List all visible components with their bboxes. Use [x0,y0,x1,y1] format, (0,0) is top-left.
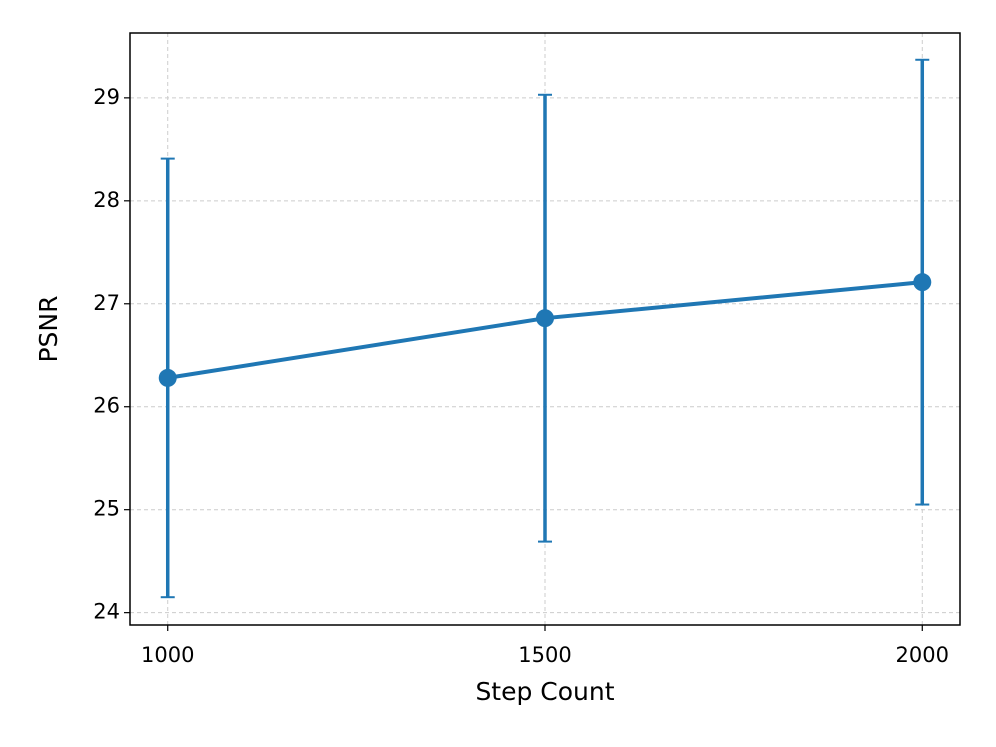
x-tick-label: 2000 [896,643,949,667]
plot-frame [129,32,961,626]
point [913,273,932,292]
point [536,309,554,328]
y-tick-label: 24 [93,600,120,624]
y-tick-label: 29 [93,85,120,109]
y-tick-label: 25 [93,497,120,521]
x-axis-label: Step Count [475,677,614,706]
y-tick-label: 26 [93,394,120,418]
point [158,368,177,387]
y-tick-label: 27 [93,291,120,315]
y-axis-label: PSNR [34,295,63,362]
x-tick-label: 1500 [518,643,571,667]
x-tick-label: 1000 [141,643,194,667]
y-tick-label: 28 [93,188,120,212]
